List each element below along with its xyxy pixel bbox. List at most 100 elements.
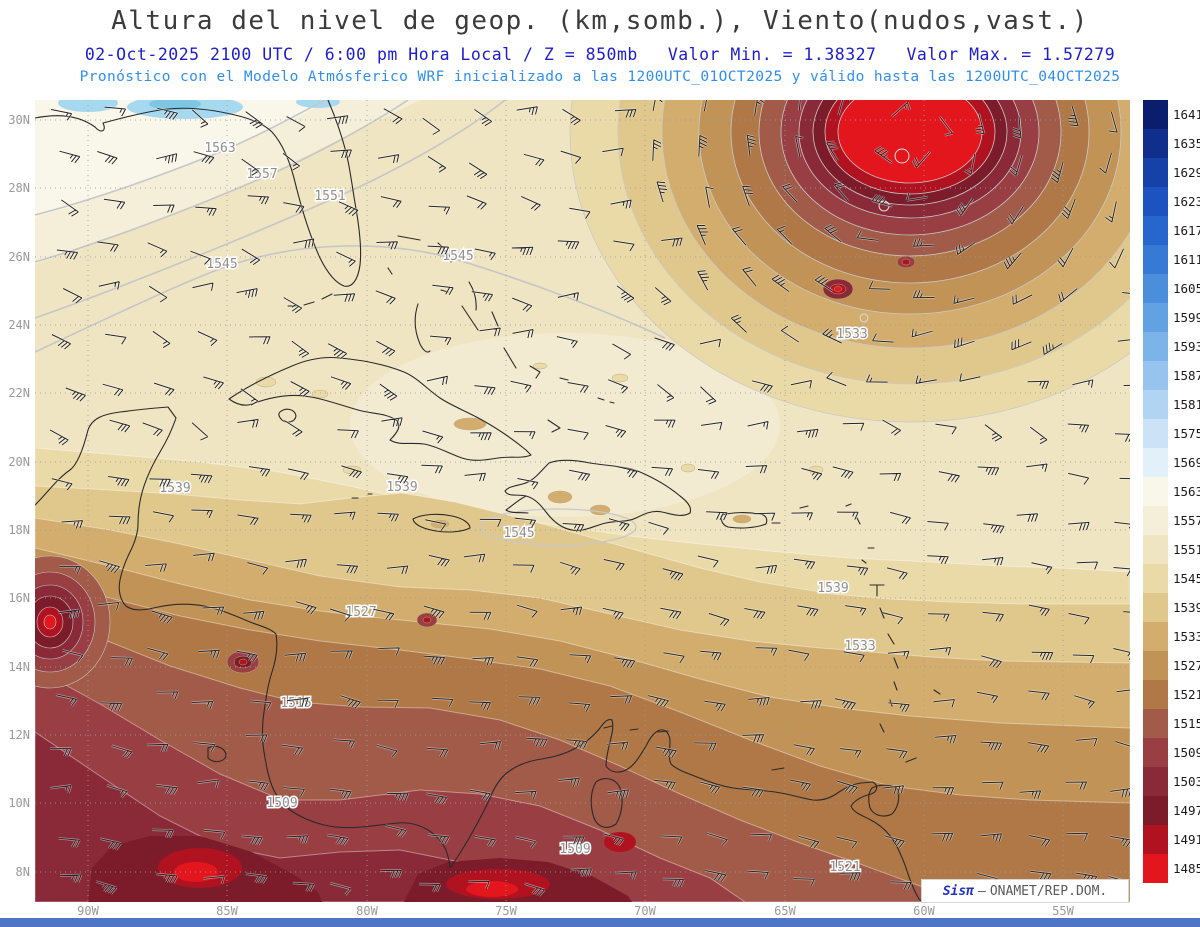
contour-label: 1557: [246, 167, 277, 182]
lat-tick-label: 20N: [8, 455, 30, 469]
lat-tick-label: 30N: [8, 113, 30, 127]
contour-label: 1533: [844, 639, 875, 654]
contour-label: 1545: [442, 249, 473, 264]
terrain-speckle: [532, 362, 548, 370]
terrain-speckle: [255, 376, 277, 388]
colorbar-row: 1551: [1143, 535, 1200, 564]
lon-tick-label: 60W: [913, 904, 935, 918]
colorbar-cell: [1143, 187, 1168, 216]
lat-tick-label: 24N: [8, 318, 30, 332]
colorbar-value-label: 1539: [1173, 600, 1200, 615]
contour-label: 1545: [206, 257, 237, 272]
low-core: [466, 881, 518, 897]
epac-low-ring: [43, 614, 57, 630]
contour-labels: 1563 1557 1551 1545 1545 1533 1539 1539 1545 1527…: [158, 140, 877, 877]
colorbar-cell: [1143, 303, 1168, 332]
colorbar-value-label: 1617: [1173, 223, 1200, 238]
colorbar-value-label: 1587: [1173, 368, 1200, 383]
colorbar-row: 1521: [1143, 680, 1200, 709]
colorbar-row: 1641: [1143, 100, 1200, 129]
lon-tick-label: 75W: [495, 904, 517, 918]
colorbar-cell: [1143, 158, 1168, 187]
cool-pocket: [58, 100, 118, 112]
colorbar-row: 1491: [1143, 825, 1200, 854]
colorbar-value-label: 1497: [1173, 803, 1200, 818]
terrain-speckle: [453, 417, 487, 431]
colorbar-cell: [1143, 854, 1168, 883]
cyclone-ring: [837, 100, 983, 184]
terrain-speckle: [732, 514, 752, 524]
colorbar-row: 1563: [1143, 477, 1200, 506]
colorbar-row: 1593: [1143, 332, 1200, 361]
colorbar-value-label: 1545: [1173, 571, 1200, 586]
subtitle-line: 02-Oct-2025 2100 UTC / 6:00 pm Hora Loca…: [0, 45, 1200, 64]
page-title: Altura del nivel de geop. (km,somb.), Vi…: [111, 6, 1089, 36]
lat-tick-label: 28N: [8, 181, 30, 195]
contour-label: 1539: [817, 581, 848, 596]
colorbar-cell: [1143, 709, 1168, 738]
contour-line: [859, 313, 869, 323]
watermark-org: ONAMET/REP.DOM.: [989, 883, 1108, 899]
cool-pocket: [149, 100, 201, 110]
cool-pocket: [296, 100, 340, 108]
colorbar-value-label: 1527: [1173, 658, 1200, 673]
watermark-separator: –: [978, 883, 986, 899]
terrain-speckle: [833, 286, 843, 292]
map-layers: 1563 1557 1551 1545 1545 1533 1539 1539 1545 1527…: [35, 100, 1130, 902]
lat-tick-label: 16N: [8, 591, 30, 605]
contour-label: 1545: [503, 526, 534, 541]
colorbar-value-label: 1581: [1173, 397, 1200, 412]
watermark: Sisπ – ONAMET/REP.DOM.: [921, 879, 1129, 903]
lat-tick-label: 10N: [8, 796, 30, 810]
colorbar-row: 1569: [1143, 448, 1200, 477]
colorbar-value-label: 1551: [1173, 542, 1200, 557]
colorbar-cell: [1143, 593, 1168, 622]
colorbar-row: 1539: [1143, 593, 1200, 622]
colorbar-cell: [1143, 361, 1168, 390]
colorbar-row: 1515: [1143, 709, 1200, 738]
colorbar-row: 1617: [1143, 216, 1200, 245]
colorbar-value-label: 1515: [1173, 716, 1200, 731]
contour-line: [479, 508, 637, 546]
colorbar-value-label: 1593: [1173, 339, 1200, 354]
colorbar-cell: [1143, 622, 1168, 651]
lat-tick-label: 18N: [8, 523, 30, 537]
colorbar-row: 1587: [1143, 361, 1200, 390]
colorbar-cell: [1143, 825, 1168, 854]
terrain-speckle: [238, 658, 248, 666]
colorbar-cell: [1143, 129, 1168, 158]
lat-tick-label: 8N: [16, 865, 30, 879]
grid-lines: [35, 100, 1130, 902]
terrain-speckle: [422, 616, 432, 624]
colorbar-row: 1503: [1143, 767, 1200, 796]
lon-tick-label: 80W: [356, 904, 378, 918]
colorbar-row: 1605: [1143, 274, 1200, 303]
colorbar-row: 1509: [1143, 738, 1200, 767]
max-value-label: Valor Max. = 1.57279: [906, 45, 1116, 64]
colorbar-row: 1575: [1143, 419, 1200, 448]
terrain-speckle: [611, 373, 629, 383]
wind-barbs-layer: [49, 100, 1130, 897]
colorbar-row: 1485: [1143, 854, 1200, 883]
terrain-speckle: [901, 258, 911, 266]
colorbar-cell: [1143, 738, 1168, 767]
colorbar-value-label: 1611: [1173, 252, 1200, 267]
colorbar-cell: [1143, 796, 1168, 825]
shading-band: [35, 100, 330, 217]
lon-tick-label: 65W: [774, 904, 796, 918]
colorbar-value-label: 1641: [1173, 107, 1200, 122]
colorbar-value-label: 1485: [1173, 861, 1200, 876]
lon-tick-label: 85W: [216, 904, 238, 918]
lat-tick-label: 22N: [8, 386, 30, 400]
colorbar-row: 1581: [1143, 390, 1200, 419]
colorbar-row: 1635: [1143, 129, 1200, 158]
colorbar-value-label: 1509: [1173, 745, 1200, 760]
lat-tick-label: 12N: [8, 728, 30, 742]
contour-label: 1509: [559, 842, 590, 857]
colorbar-cell: [1143, 767, 1168, 796]
colorbar-row: 1611: [1143, 245, 1200, 274]
contour-line: [894, 148, 910, 164]
colorbar-value-label: 1575: [1173, 426, 1200, 441]
colorbar-cell: [1143, 564, 1168, 593]
